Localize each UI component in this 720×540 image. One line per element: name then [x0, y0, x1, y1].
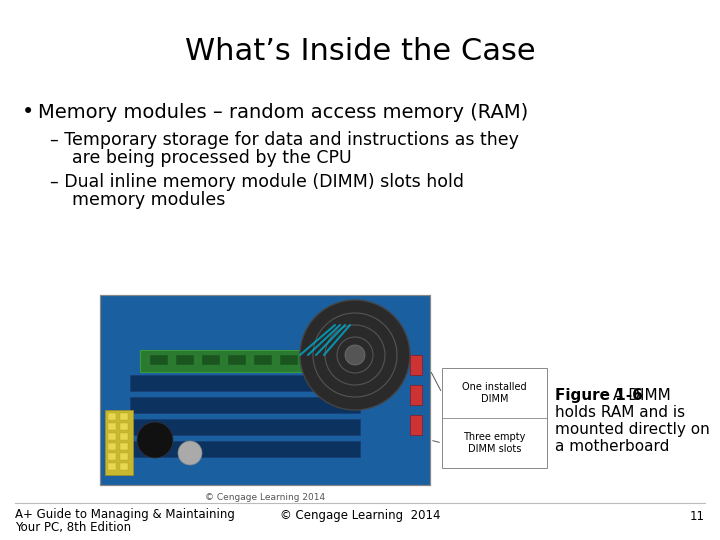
- Bar: [442, 368, 547, 468]
- Bar: [140, 350, 360, 372]
- Bar: [120, 413, 128, 420]
- Bar: [150, 355, 168, 365]
- Circle shape: [345, 345, 365, 365]
- Text: memory modules: memory modules: [50, 191, 225, 209]
- Text: Three empty
DIMM slots: Three empty DIMM slots: [463, 432, 526, 454]
- Bar: [410, 415, 422, 435]
- Text: holds RAM and is: holds RAM and is: [555, 405, 685, 420]
- Bar: [108, 463, 116, 470]
- Text: – Dual inline memory module (DIMM) slots hold: – Dual inline memory module (DIMM) slots…: [50, 173, 464, 191]
- Text: a motherboard: a motherboard: [555, 439, 670, 454]
- Bar: [108, 413, 116, 420]
- Bar: [108, 423, 116, 430]
- Text: © Cengage Learning 2014: © Cengage Learning 2014: [205, 493, 325, 502]
- Bar: [120, 443, 128, 450]
- Circle shape: [300, 300, 410, 410]
- Bar: [105, 410, 133, 475]
- Bar: [120, 453, 128, 460]
- Text: Figure 1-6: Figure 1-6: [555, 388, 643, 403]
- Text: One installed
DIMM: One installed DIMM: [462, 382, 527, 404]
- Text: Your PC, 8th Edition: Your PC, 8th Edition: [15, 521, 131, 534]
- Bar: [120, 433, 128, 440]
- Text: A DIMM: A DIMM: [613, 388, 671, 403]
- Bar: [306, 355, 324, 365]
- Text: are being processed by the CPU: are being processed by the CPU: [50, 149, 351, 167]
- Polygon shape: [130, 397, 360, 413]
- Text: – Temporary storage for data and instructions as they: – Temporary storage for data and instruc…: [50, 131, 519, 149]
- Polygon shape: [130, 375, 360, 391]
- Circle shape: [178, 441, 202, 465]
- Polygon shape: [130, 419, 360, 435]
- Bar: [100, 295, 430, 485]
- Text: A+ Guide to Managing & Maintaining: A+ Guide to Managing & Maintaining: [15, 508, 235, 521]
- Bar: [332, 355, 350, 365]
- Bar: [108, 433, 116, 440]
- Bar: [108, 453, 116, 460]
- Bar: [202, 355, 220, 365]
- Text: •: •: [22, 102, 35, 122]
- Bar: [108, 443, 116, 450]
- Circle shape: [137, 422, 173, 458]
- Bar: [280, 355, 298, 365]
- Text: 11: 11: [690, 510, 705, 523]
- Text: Memory modules – random access memory (RAM): Memory modules – random access memory (R…: [38, 103, 528, 122]
- Text: What’s Inside the Case: What’s Inside the Case: [185, 37, 535, 66]
- Bar: [100, 295, 430, 485]
- Text: mounted directly on: mounted directly on: [555, 422, 710, 437]
- Bar: [410, 385, 422, 405]
- Polygon shape: [130, 441, 360, 457]
- Text: © Cengage Learning  2014: © Cengage Learning 2014: [280, 510, 440, 523]
- Bar: [120, 463, 128, 470]
- Bar: [228, 355, 246, 365]
- Bar: [410, 355, 422, 375]
- Bar: [254, 355, 272, 365]
- Bar: [176, 355, 194, 365]
- Bar: [120, 423, 128, 430]
